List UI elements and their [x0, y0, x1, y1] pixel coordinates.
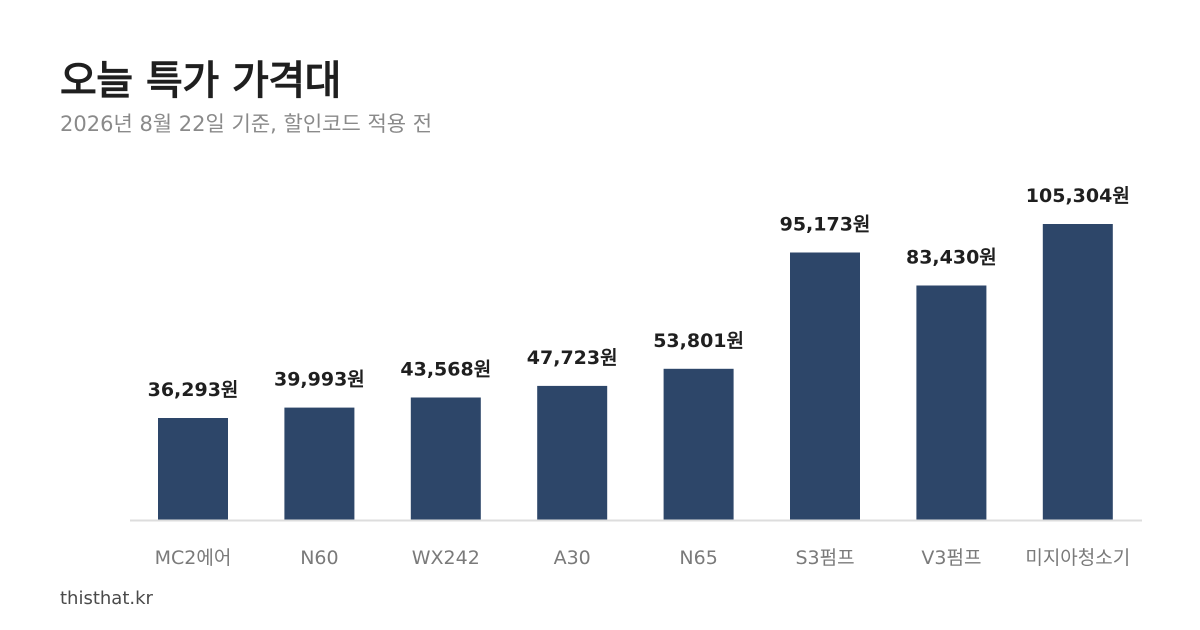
- chart-title: 오늘 특가 가격대: [60, 58, 341, 104]
- x-tick-label-0: MC2에어: [155, 547, 232, 569]
- chart-subtitle: 2026년 8월 22일 기준, 할인코드 적용 전: [60, 112, 433, 136]
- bar-5: [790, 252, 860, 520]
- bar-7: [1042, 224, 1113, 520]
- value-label-6: 83,430원: [906, 247, 997, 269]
- x-tick-label-4: N65: [679, 547, 717, 569]
- bar-0: [158, 418, 228, 520]
- x-tick-label-5: S3펌프: [795, 547, 854, 569]
- value-label-5: 95,173원: [780, 214, 871, 236]
- bar-2: [410, 397, 481, 520]
- x-tick-label-7: 미지아청소기: [1025, 547, 1130, 569]
- value-label-2: 43,568원: [400, 359, 491, 381]
- value-label-1: 39,993원: [274, 369, 365, 391]
- value-label-3: 47,723원: [527, 347, 618, 369]
- x-tick-label-1: N60: [300, 547, 338, 569]
- x-tick-label-6: V3펌프: [921, 547, 981, 569]
- bar-3: [537, 385, 608, 520]
- value-label-7: 105,304원: [1026, 185, 1130, 207]
- bar-6: [916, 285, 987, 520]
- x-tick-label-3: A30: [554, 547, 591, 569]
- x-tick-label-2: WX242: [412, 547, 480, 569]
- value-label-4: 53,801원: [653, 330, 744, 352]
- value-label-0: 36,293원: [148, 379, 239, 401]
- bar-1: [284, 407, 355, 520]
- site-footer: thisthat.kr: [60, 588, 153, 609]
- bar-4: [663, 368, 734, 520]
